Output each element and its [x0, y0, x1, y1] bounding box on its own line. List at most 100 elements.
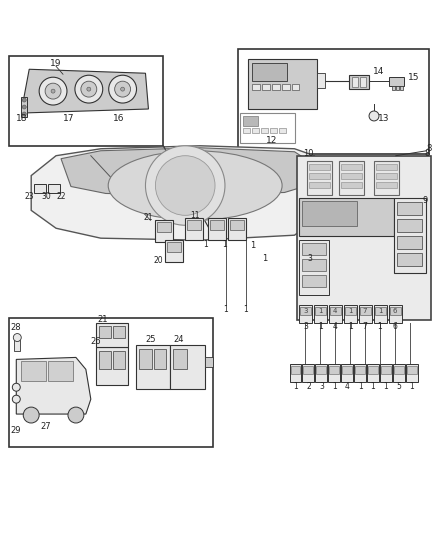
- Bar: [374, 305, 387, 322]
- Circle shape: [12, 395, 20, 403]
- Bar: [300, 307, 311, 314]
- Bar: [329, 366, 339, 374]
- Bar: [157, 222, 171, 232]
- Bar: [272, 84, 279, 90]
- Bar: [352, 77, 358, 87]
- Circle shape: [68, 407, 84, 423]
- Text: 19: 19: [50, 59, 62, 68]
- Text: 7: 7: [363, 322, 367, 331]
- Bar: [297, 156, 431, 320]
- Circle shape: [22, 98, 26, 102]
- Bar: [367, 365, 379, 382]
- Bar: [354, 365, 366, 382]
- Text: 3: 3: [303, 308, 308, 314]
- Bar: [397, 219, 422, 232]
- Bar: [290, 365, 301, 382]
- Bar: [155, 350, 166, 369]
- Bar: [318, 73, 325, 88]
- Bar: [359, 305, 372, 322]
- Text: 3: 3: [319, 382, 324, 391]
- Text: 8: 8: [426, 144, 431, 154]
- Polygon shape: [31, 146, 319, 240]
- Bar: [344, 305, 357, 322]
- Circle shape: [23, 407, 39, 423]
- Bar: [381, 366, 391, 374]
- Bar: [309, 173, 330, 179]
- Text: 9: 9: [422, 196, 427, 205]
- Circle shape: [51, 89, 55, 93]
- Bar: [210, 220, 224, 230]
- Bar: [360, 77, 366, 87]
- Bar: [9, 318, 213, 447]
- Bar: [396, 86, 399, 90]
- Bar: [187, 220, 201, 230]
- Bar: [230, 220, 244, 230]
- Bar: [342, 366, 352, 374]
- Bar: [9, 56, 163, 146]
- Bar: [341, 365, 353, 382]
- Polygon shape: [61, 148, 311, 196]
- Text: 25: 25: [145, 335, 155, 344]
- Bar: [339, 160, 364, 196]
- Bar: [300, 305, 312, 322]
- Bar: [279, 128, 286, 133]
- Bar: [252, 128, 259, 133]
- Bar: [360, 307, 371, 314]
- Bar: [48, 361, 73, 381]
- Text: 1: 1: [378, 322, 382, 331]
- Bar: [393, 365, 405, 382]
- Bar: [113, 351, 124, 369]
- Bar: [309, 164, 330, 169]
- Bar: [167, 242, 181, 252]
- Text: 1: 1: [244, 305, 248, 314]
- Text: 12: 12: [266, 136, 277, 146]
- Bar: [406, 365, 418, 382]
- Text: 1: 1: [348, 308, 353, 314]
- Text: 30: 30: [41, 192, 51, 201]
- Text: 2: 2: [306, 382, 311, 391]
- Bar: [99, 351, 111, 369]
- Text: 1: 1: [223, 305, 228, 314]
- Bar: [315, 365, 327, 382]
- Bar: [304, 366, 314, 374]
- Bar: [328, 365, 340, 382]
- Text: 21: 21: [98, 315, 108, 324]
- Circle shape: [12, 383, 20, 391]
- Circle shape: [145, 146, 225, 225]
- Bar: [243, 116, 258, 126]
- Bar: [341, 173, 362, 179]
- Circle shape: [39, 77, 67, 105]
- Bar: [292, 84, 300, 90]
- Text: 28: 28: [10, 323, 21, 332]
- Text: 1: 1: [378, 308, 382, 314]
- Circle shape: [109, 75, 137, 103]
- Text: 29: 29: [10, 426, 21, 435]
- Bar: [303, 275, 326, 287]
- Text: 10: 10: [303, 149, 314, 158]
- Bar: [96, 348, 127, 385]
- Bar: [21, 361, 46, 381]
- Bar: [355, 366, 365, 374]
- Bar: [375, 307, 386, 314]
- Circle shape: [155, 156, 215, 215]
- Text: 6: 6: [392, 322, 397, 331]
- Circle shape: [13, 334, 21, 342]
- Text: 22: 22: [56, 192, 66, 201]
- Bar: [300, 240, 329, 295]
- Ellipse shape: [108, 151, 282, 220]
- Bar: [48, 183, 60, 193]
- Text: 1: 1: [250, 240, 255, 249]
- Bar: [400, 86, 403, 90]
- Circle shape: [22, 112, 26, 116]
- Bar: [135, 344, 170, 389]
- Bar: [303, 243, 326, 255]
- Bar: [303, 365, 314, 382]
- Bar: [407, 366, 417, 374]
- Text: 23: 23: [25, 192, 34, 201]
- Bar: [228, 219, 246, 240]
- Circle shape: [115, 81, 131, 97]
- Bar: [113, 326, 124, 337]
- Bar: [138, 350, 152, 369]
- Text: 1: 1: [332, 382, 337, 391]
- Text: 4: 4: [333, 308, 337, 314]
